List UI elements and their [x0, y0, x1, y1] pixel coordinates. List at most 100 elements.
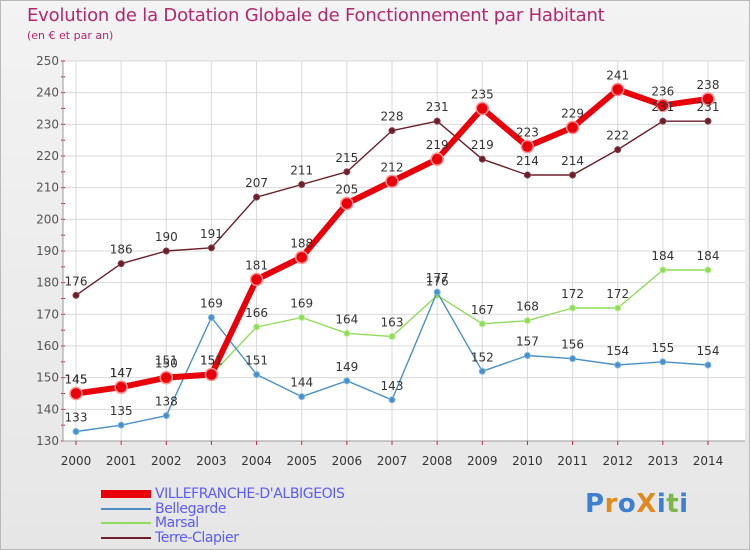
data-label: 151 — [200, 354, 223, 368]
legend-swatch — [101, 507, 151, 510]
data-label: 222 — [606, 129, 629, 143]
logo-letter: o — [617, 489, 637, 519]
data-label: 219 — [426, 138, 449, 152]
y-tick-label: 250 — [36, 54, 59, 68]
y-tick-label: 240 — [36, 86, 59, 100]
x-tick-label: 2002 — [151, 454, 182, 468]
y-tick-label: 170 — [36, 307, 59, 321]
x-tick-label: 2005 — [286, 454, 317, 468]
data-label: 219 — [471, 138, 494, 152]
data-point — [523, 171, 531, 179]
data-label: 211 — [290, 164, 313, 178]
x-tick-label: 2006 — [332, 454, 363, 468]
data-point — [72, 291, 80, 299]
data-point — [162, 247, 170, 255]
data-label: 164 — [335, 312, 358, 326]
data-point — [343, 377, 351, 385]
data-label: 231 — [651, 100, 674, 114]
data-label: 190 — [155, 230, 178, 244]
data-point — [204, 367, 219, 382]
data-point — [659, 266, 667, 274]
data-point — [388, 396, 396, 404]
data-point — [659, 358, 667, 366]
x-tick-label: 2000 — [61, 454, 92, 468]
x-tick-label: 2011 — [557, 454, 588, 468]
logo-letter: r — [604, 489, 618, 519]
data-label: 138 — [155, 395, 178, 409]
data-label: 133 — [65, 411, 88, 425]
data-point — [478, 367, 486, 375]
data-label: 168 — [516, 300, 539, 314]
data-label: 214 — [561, 154, 584, 168]
x-tick-label: 2008 — [422, 454, 453, 468]
legend-label: Bellegarde — [155, 500, 227, 517]
x-tick-label: 2014 — [693, 454, 724, 468]
data-point — [114, 380, 128, 394]
data-label: 205 — [335, 183, 358, 197]
data-point — [117, 260, 125, 268]
x-tick-label: 2007 — [377, 454, 408, 468]
data-point — [253, 371, 261, 378]
data-label: 151 — [155, 354, 178, 368]
data-point — [523, 352, 531, 359]
data-label: 231 — [426, 100, 449, 114]
data-point — [569, 355, 577, 363]
data-point — [520, 139, 535, 154]
data-label: 176 — [65, 274, 88, 288]
data-point — [69, 386, 83, 401]
data-point — [343, 329, 351, 337]
data-label: 238 — [697, 78, 720, 92]
data-point — [478, 155, 486, 163]
data-point — [249, 272, 264, 287]
x-tick-label: 2013 — [648, 454, 679, 468]
data-point — [433, 117, 441, 125]
y-tick-label: 130 — [36, 434, 59, 448]
data-label: 215 — [335, 151, 358, 165]
legend-label: Terre-Clapier — [155, 529, 239, 546]
y-tick-label: 160 — [36, 339, 59, 353]
data-label: 241 — [606, 69, 629, 83]
data-point — [701, 92, 715, 106]
data-label: 214 — [516, 154, 539, 168]
data-point — [207, 244, 215, 252]
proxiti-logo: ProXiti — [585, 489, 689, 519]
data-label: 166 — [245, 306, 268, 320]
data-label: 172 — [606, 287, 629, 301]
data-label: 184 — [651, 249, 674, 263]
data-label: 223 — [516, 126, 539, 140]
x-tick-label: 2003 — [196, 454, 227, 468]
data-point — [656, 98, 670, 113]
logo-letter: t — [666, 489, 680, 519]
data-point — [569, 171, 577, 179]
data-label: 152 — [471, 350, 494, 364]
data-label: 177 — [426, 271, 449, 285]
data-label: 236 — [651, 84, 674, 98]
legend-swatch — [101, 522, 151, 524]
logo-letter: i — [679, 489, 689, 519]
data-label: 151 — [200, 354, 223, 368]
legend-label: VILLEFRANCHE-D'ALBIGEOIS — [155, 486, 345, 502]
data-label: 228 — [381, 110, 404, 124]
x-tick-label: 2012 — [602, 454, 633, 468]
data-point — [72, 428, 80, 435]
data-point — [340, 196, 354, 211]
legend-swatch — [101, 490, 151, 498]
data-point — [704, 117, 712, 125]
data-label: 147 — [110, 366, 133, 380]
data-point — [253, 323, 261, 331]
data-label: 188 — [290, 236, 313, 250]
data-point — [610, 82, 625, 97]
legend-swatch — [101, 536, 151, 539]
data-point — [478, 320, 486, 328]
data-label: 144 — [290, 376, 313, 390]
data-label: 143 — [381, 379, 404, 393]
data-label: 145 — [65, 373, 88, 387]
legend-label: Marsal — [155, 515, 199, 531]
data-point — [704, 361, 712, 369]
data-point — [430, 152, 444, 166]
data-point — [159, 370, 174, 385]
data-point — [565, 120, 580, 135]
data-point — [704, 266, 712, 274]
data-label: 135 — [110, 404, 133, 418]
